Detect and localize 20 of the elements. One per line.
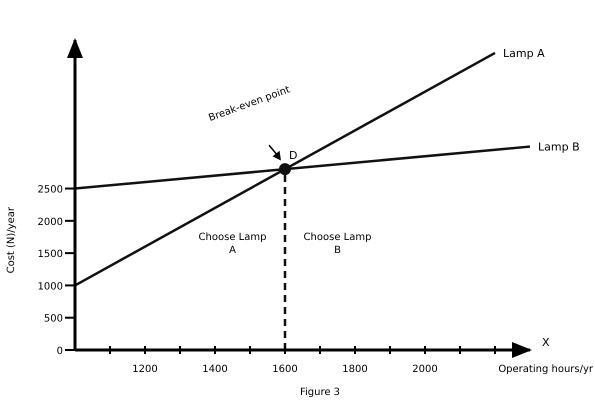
- y-axis-title: Cost (N)/year: [6, 206, 17, 274]
- y-tick-label: 0: [56, 346, 63, 357]
- text: X: [542, 336, 550, 349]
- x-tick-label: 1800: [342, 364, 368, 375]
- x-tick-label: 1200: [132, 364, 158, 375]
- y-tick-label: 1000: [38, 281, 63, 292]
- annotation: Choose Lamp A: [198, 232, 266, 256]
- annotation: Choose Lamp B: [304, 232, 372, 256]
- series-label: Lamp B: [538, 140, 580, 154]
- y-tick-label: 1500: [38, 249, 63, 260]
- x-axis-title: Operating hours/yr: [498, 364, 594, 375]
- annotation: D: [289, 149, 298, 162]
- x-tick-label: 1600: [272, 364, 298, 375]
- x-tick-label: 1400: [202, 364, 228, 375]
- series-label: Lamp A: [503, 46, 546, 60]
- y-tick-label: 2500: [38, 184, 63, 196]
- y-tick-label: 500: [44, 314, 63, 325]
- x-tick-label: 2000: [412, 364, 438, 375]
- y-tick-label: 2000: [38, 216, 63, 228]
- caption: Figure 3: [300, 387, 340, 398]
